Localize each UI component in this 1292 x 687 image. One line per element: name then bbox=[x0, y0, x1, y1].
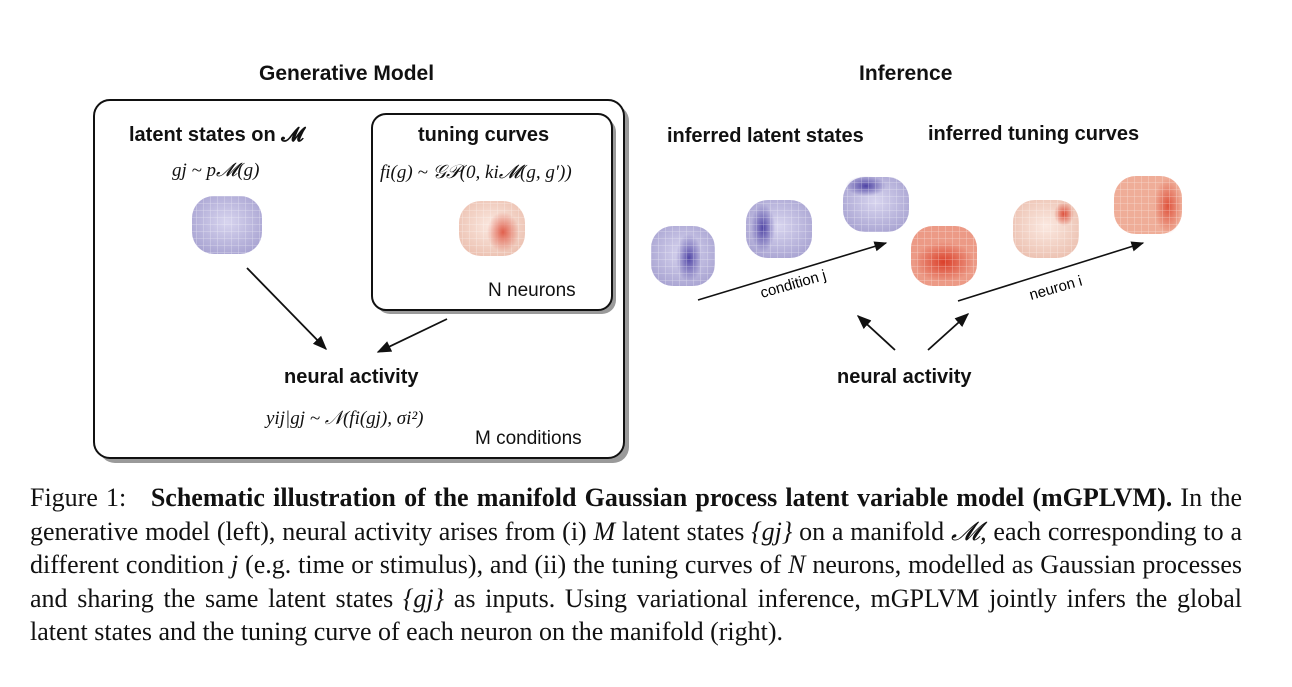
caption-math-j: j bbox=[231, 550, 239, 579]
arrow-activity-to-latent bbox=[856, 315, 896, 351]
arrow-tuning-to-activity bbox=[376, 318, 448, 353]
caption-text-1: In the generative model (left), neural a… bbox=[30, 483, 1243, 546]
caption-text-2: latent states bbox=[622, 516, 745, 546]
arrow-condition-j bbox=[697, 241, 888, 301]
neural-activity-title: neural activity bbox=[284, 366, 419, 388]
inferred-tuning-torus-1 bbox=[911, 226, 977, 286]
tuning-curves-title: tuning curves bbox=[418, 124, 550, 146]
inference-neural-activity-title: neural activity bbox=[837, 366, 972, 388]
inferred-tuning-curves-title: inferred tuning curves bbox=[928, 123, 1140, 145]
inferred-latent-torus-3 bbox=[843, 176, 909, 232]
inferred-tuning-torus-2 bbox=[1013, 200, 1079, 258]
inference-title: Inference bbox=[859, 62, 953, 85]
n-neurons-label: N neurons bbox=[488, 280, 576, 301]
caption-text-7: as inputs. Using variational inference, … bbox=[30, 583, 1243, 647]
latent-states-title: latent states on 𝓜 bbox=[129, 124, 304, 146]
latent-torus bbox=[192, 196, 262, 254]
arrow-neuron-i bbox=[957, 241, 1145, 302]
inferred-latent-states-title: inferred latent states bbox=[667, 125, 864, 147]
caption-text-5: (e.g. time or stimulus), and (ii) the tu… bbox=[245, 550, 782, 579]
m-conditions-label: M conditions bbox=[475, 428, 582, 449]
condition-j-label: condition j bbox=[758, 267, 828, 302]
inferred-tuning-torus-3 bbox=[1114, 176, 1182, 234]
caption-math-gj-2: {gj} bbox=[403, 583, 445, 613]
arrow-activity-to-tuning bbox=[927, 313, 970, 351]
caption-math-manifold: 𝓜 bbox=[950, 516, 981, 546]
caption-math-gj-1: {gj} bbox=[751, 516, 793, 546]
arrow-latent-to-activity bbox=[246, 267, 328, 351]
caption-bold-title: Schematic illustration of the manifold G… bbox=[150, 483, 1173, 512]
caption-math-n: N bbox=[788, 550, 806, 579]
caption-text-4: , each corresponding to a different cond… bbox=[30, 516, 1243, 580]
inferred-latent-torus-1 bbox=[651, 226, 715, 286]
caption-text-3: on a manifold bbox=[799, 516, 945, 546]
figure-caption: Figure 1: Schematic illustration of the … bbox=[30, 481, 1242, 649]
latent-formula: gj ~ p𝓜(g) bbox=[172, 160, 260, 181]
caption-text-6: neurons, modelled as Gaussian processes … bbox=[30, 550, 1243, 613]
generative-model-title: Generative Model bbox=[259, 62, 435, 85]
inferred-latent-torus-2 bbox=[746, 200, 812, 258]
activity-formula: yij|gj ~ 𝒩(fi(gj), σi²) bbox=[266, 408, 424, 429]
tuning-formula: fi(g) ~ 𝒢𝒫(0, ki𝓜(g, g′)) bbox=[380, 162, 572, 183]
caption-label: Figure 1: bbox=[30, 483, 127, 512]
figure-graphics: condition j neuron i bbox=[93, 99, 1182, 463]
caption-math-m: M bbox=[593, 516, 616, 546]
tuning-torus bbox=[459, 201, 525, 256]
